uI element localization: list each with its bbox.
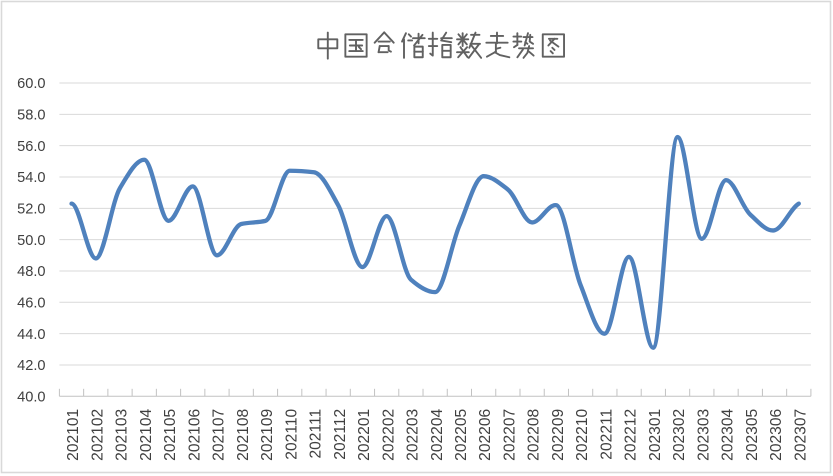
svg-text:52.0: 52.0: [17, 202, 45, 218]
svg-text:202207: 202207: [501, 409, 518, 461]
svg-text:202209: 202209: [550, 409, 567, 461]
svg-text:202201: 202201: [356, 409, 373, 461]
svg-text:202205: 202205: [453, 408, 470, 460]
svg-text:202303: 202303: [695, 409, 712, 461]
svg-text:202102: 202102: [89, 409, 106, 461]
svg-text:202106: 202106: [186, 409, 203, 461]
svg-text:202203: 202203: [405, 409, 422, 461]
svg-text:202202: 202202: [380, 409, 397, 461]
svg-text:202110: 202110: [283, 408, 300, 459]
svg-text:48.0: 48.0: [17, 264, 45, 280]
svg-text:44.0: 44.0: [17, 327, 45, 343]
svg-text:40.0: 40.0: [17, 390, 45, 406]
svg-text:50.0: 50.0: [17, 233, 45, 249]
svg-text:202109: 202109: [259, 409, 276, 461]
svg-text:202206: 202206: [477, 409, 494, 461]
svg-text:202304: 202304: [720, 408, 737, 460]
svg-text:202307: 202307: [792, 409, 809, 461]
svg-text:202112: 202112: [332, 409, 349, 460]
svg-text:202305: 202305: [744, 408, 761, 460]
svg-text:202103: 202103: [114, 409, 131, 461]
svg-text:46.0: 46.0: [17, 296, 45, 312]
svg-text:202210: 202210: [574, 408, 591, 460]
svg-text:202104: 202104: [138, 408, 155, 460]
svg-text:202108: 202108: [235, 409, 252, 461]
svg-text:202302: 202302: [671, 409, 688, 461]
svg-text:202101: 202101: [65, 409, 82, 461]
svg-text:202301: 202301: [647, 409, 664, 461]
svg-text:42.0: 42.0: [17, 358, 45, 374]
svg-text:202306: 202306: [768, 409, 785, 461]
svg-text:202111: 202111: [308, 409, 325, 459]
svg-text:202204: 202204: [429, 408, 446, 460]
svg-text:54.0: 54.0: [17, 170, 45, 186]
svg-text:56.0: 56.0: [17, 139, 45, 155]
svg-text:202208: 202208: [526, 409, 543, 461]
svg-text:202211: 202211: [598, 409, 615, 460]
svg-text:202212: 202212: [623, 409, 640, 461]
svg-text:60.0: 60.0: [17, 76, 45, 92]
svg-text:58.0: 58.0: [17, 108, 45, 124]
svg-text:202107: 202107: [211, 409, 228, 461]
svg-text:202105: 202105: [162, 408, 179, 460]
